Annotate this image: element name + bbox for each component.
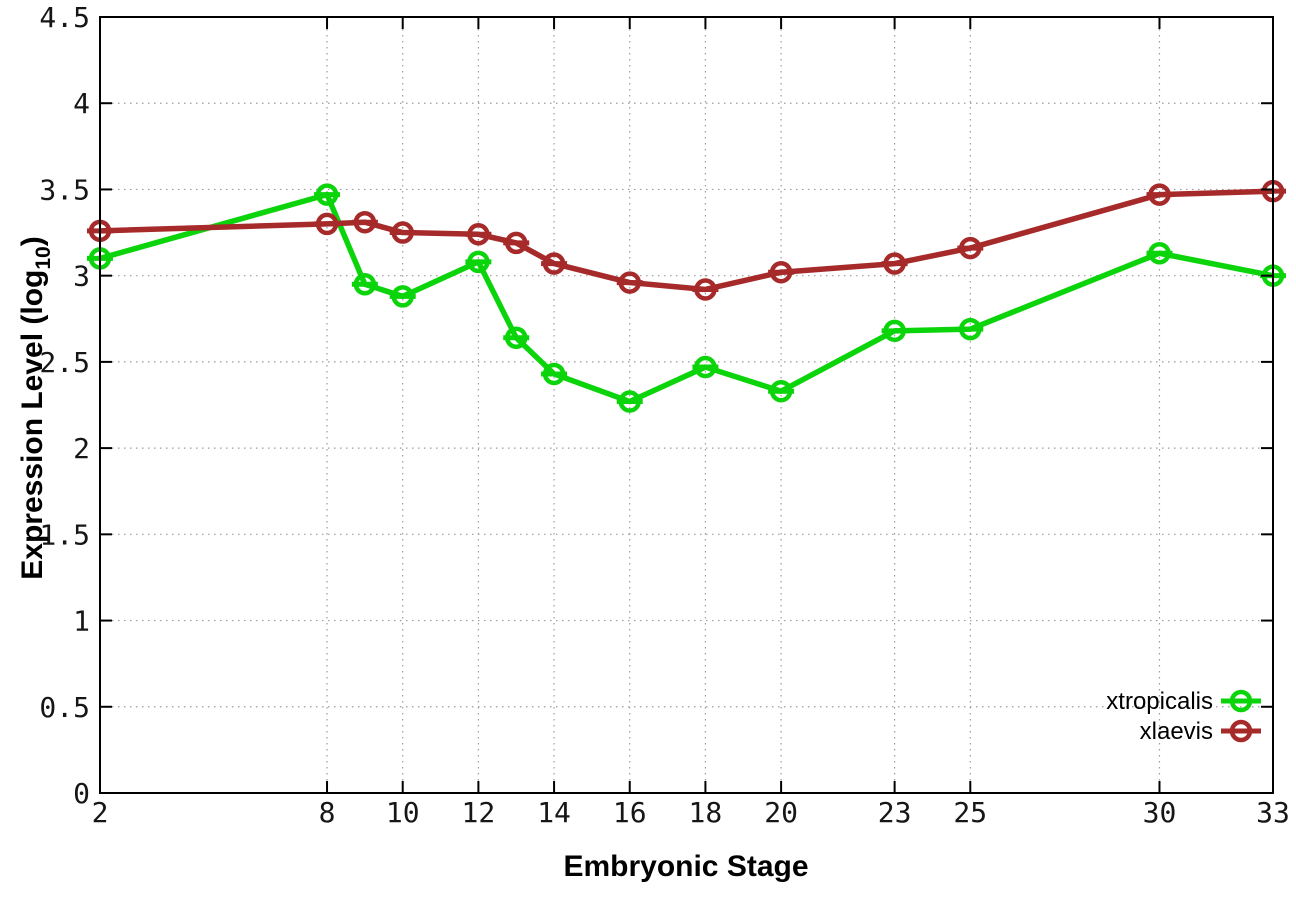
- data-point-xlaevis: [467, 223, 490, 246]
- data-point-xlaevis: [542, 252, 566, 275]
- data-point-xtropicalis: [1148, 241, 1171, 265]
- data-point-xtropicalis: [769, 379, 793, 403]
- data-point-xtropicalis: [504, 326, 528, 349]
- x-tick-label: 2: [92, 796, 109, 829]
- legend-item-xtropicalis: xtropicalis: [1106, 688, 1261, 715]
- x-tick-label: 23: [878, 796, 912, 829]
- y-tick-label: 2.5: [39, 346, 90, 379]
- y-axis-title-close: ): [16, 236, 49, 246]
- data-point-xlaevis: [618, 271, 641, 294]
- y-tick-label: 3.5: [39, 173, 90, 206]
- series-line-xlaevis: [97, 188, 1276, 293]
- legend-key-marker-xlaevis: [1229, 719, 1253, 743]
- plot-border-box: [99, 16, 1274, 794]
- data-point-xtropicalis: [618, 390, 641, 413]
- y-tick-label: 0.5: [39, 691, 90, 724]
- plot-border: [99, 16, 1274, 794]
- y-axis-title-subscript: 10: [32, 246, 55, 269]
- data-point-xtropicalis: [467, 250, 490, 274]
- legend: xtropicalis xlaevis: [1106, 688, 1261, 745]
- x-tick-label: 8: [319, 796, 336, 829]
- data-point-xtropicalis: [694, 355, 717, 379]
- axis-ticks: [99, 16, 1274, 794]
- y-axis-title-main: Expression Level (log: [16, 270, 49, 580]
- y-tick-label: 1.5: [39, 518, 90, 551]
- data-point-xlaevis: [694, 278, 717, 301]
- data-point-xtropicalis: [315, 183, 339, 206]
- legend-key-marker-xtropicalis: [1229, 689, 1253, 713]
- x-tick-label: 33: [1256, 796, 1290, 829]
- x-tick-label: 18: [689, 796, 723, 829]
- legend-label-xlaevis: xlaevis: [1140, 718, 1213, 745]
- x-tick-label: 10: [386, 796, 420, 829]
- x-axis-title: Embryonic Stage: [563, 850, 808, 883]
- data-point-xlaevis: [504, 231, 528, 255]
- x-tick-label: 30: [1143, 796, 1177, 829]
- x-tick-label: 25: [953, 796, 987, 829]
- y-tick-label: 2: [73, 432, 90, 465]
- y-tick-label: 4.5: [39, 1, 90, 34]
- data-point-xtropicalis: [542, 362, 566, 386]
- data-point-xtropicalis: [391, 285, 414, 308]
- x-tick-label: 12: [462, 796, 496, 829]
- data-point-xlaevis: [353, 210, 377, 234]
- legend-label-xtropicalis: xtropicalis: [1106, 688, 1213, 715]
- data-point-xlaevis: [769, 260, 793, 284]
- data-point-xlaevis: [883, 252, 906, 275]
- data-point-xtropicalis: [959, 317, 982, 341]
- data-point-xlaevis: [959, 236, 982, 260]
- y-axis-title: Expression Level (log10): [16, 236, 55, 579]
- data-point-xtropicalis: [353, 273, 377, 296]
- data-series: [87, 179, 1286, 413]
- y-tick-label: 1: [73, 605, 90, 638]
- y-tick-label: 0: [73, 777, 90, 810]
- x-tick-label: 20: [764, 796, 798, 829]
- data-point-xlaevis: [1148, 183, 1171, 206]
- data-point-xtropicalis: [883, 319, 906, 343]
- gridlines: [100, 17, 1273, 793]
- axis-tick-labels: 2 8 10 12 14 16 18 20 23 25 30 33 0 0.5 1 1.5 2 2.5 3 3.5 4 4…: [39, 1, 1289, 829]
- y-tick-label: 4: [73, 87, 90, 120]
- legend-item-xlaevis: xlaevis: [1140, 718, 1261, 745]
- data-point-xlaevis: [315, 212, 339, 236]
- y-tick-label: 3: [73, 260, 90, 293]
- x-tick-label: 16: [613, 796, 647, 829]
- x-tick-label: 14: [537, 796, 571, 829]
- data-point-xlaevis: [391, 221, 414, 244]
